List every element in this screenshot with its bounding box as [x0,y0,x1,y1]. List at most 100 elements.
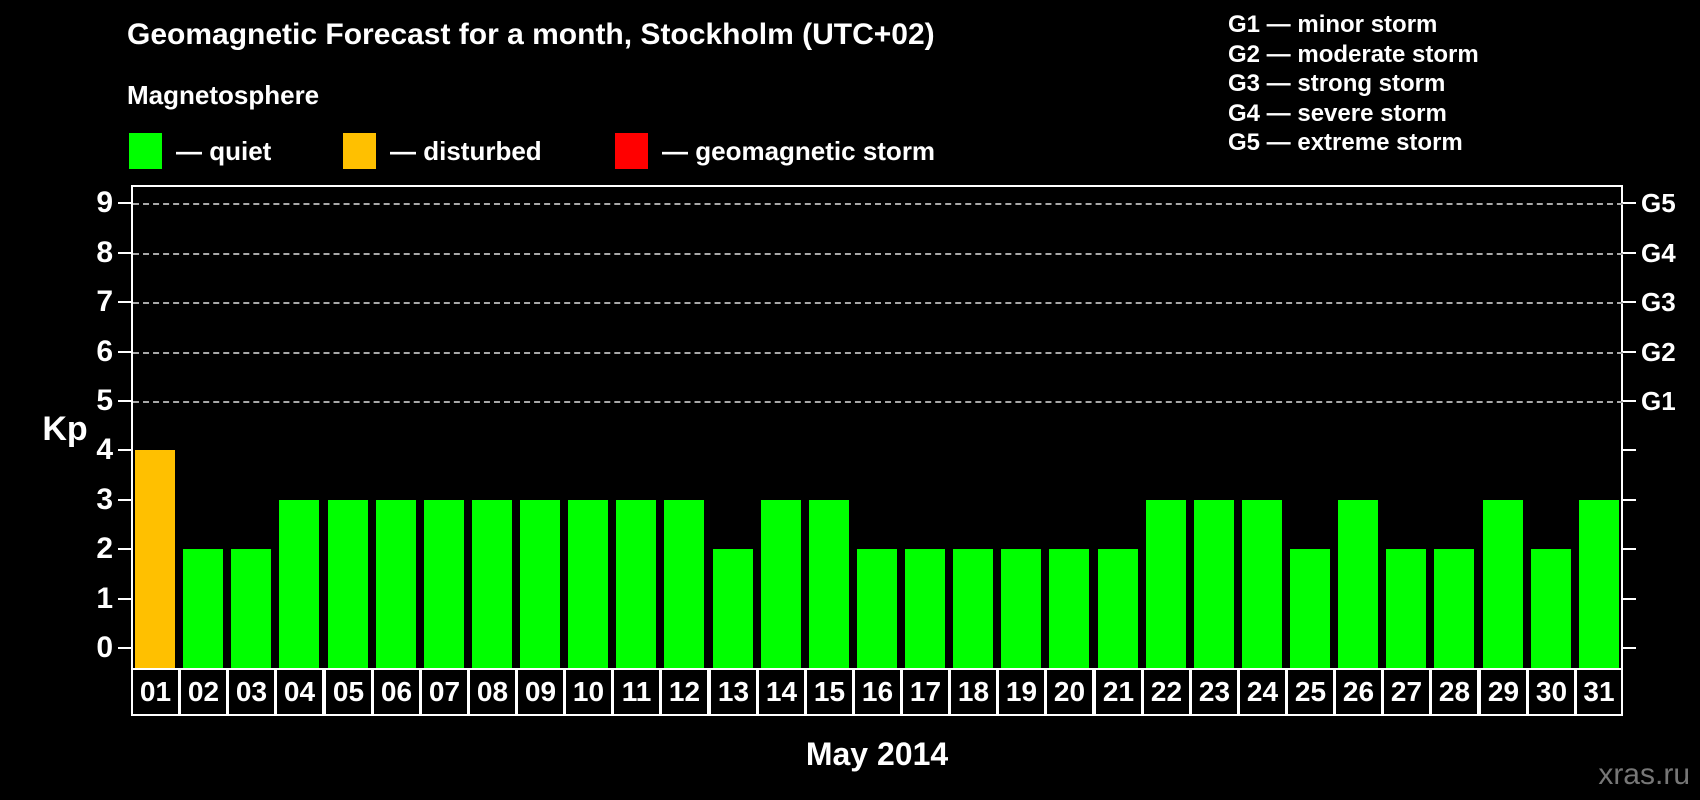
right-axis-label-g3: G3 [1641,287,1676,318]
y-axis-tick-label: 9 [96,186,113,220]
gridline-kp6 [133,351,1623,354]
y-axis-tick-left [118,301,131,304]
g-scale-legend-line: G4 — severe storm [1228,99,1447,127]
day-label-cell: 26 [1334,668,1383,716]
bar-day-18 [953,549,993,668]
g-scale-legend-line: G1 — minor storm [1228,11,1438,38]
day-label-cell: 07 [420,668,469,716]
day-label-cell: 11 [612,668,661,716]
y-axis-tick-label: 2 [96,532,113,566]
bar-day-11 [616,500,656,668]
legend-item-label: — geomagnetic storm [662,135,936,166]
y-axis-tick-label: 6 [96,334,113,368]
day-label-cell: 31 [1575,668,1623,716]
watermark: xras.ru [1598,758,1690,791]
bar-day-03 [231,549,271,668]
y-axis-tick-left [118,202,131,205]
y-axis-tick-right [1623,350,1636,353]
day-label-cell: 14 [757,668,806,716]
chart-title: Geomagnetic Forecast for a month, Stockh… [127,18,935,51]
bar-day-14 [761,500,801,668]
y-axis-tick-label: 0 [96,631,113,664]
y-axis-tick-label: 1 [96,581,113,615]
bar-day-01 [135,450,175,668]
bar-day-17 [905,549,945,668]
y-axis-tick-right [1623,597,1636,600]
bar-day-22 [1146,500,1186,668]
day-label-cell: 21 [1094,668,1143,716]
bar-day-26 [1338,500,1378,668]
day-label-cell: 08 [468,668,517,716]
storm-swatch-icon [615,133,648,169]
day-label-cell: 25 [1286,668,1335,716]
day-label-cell: 29 [1479,668,1528,716]
day-label-cell: 30 [1527,668,1576,716]
day-label-cell: 13 [709,668,758,716]
y-axis-tick-right [1623,400,1636,402]
gridline-kp7 [133,302,1623,305]
y-axis-tick-label: 4 [96,433,113,467]
y-axis-tick-left [118,350,131,353]
y-axis-tick-left [118,449,131,452]
day-label-cell: 03 [227,668,276,716]
bar-day-23 [1194,500,1234,668]
bar-day-02 [183,549,223,668]
disturbed-swatch-icon [343,133,376,169]
day-label-cell: 19 [997,668,1046,716]
y-axis-tick-left [118,647,131,649]
bar-day-21 [1098,549,1138,668]
right-axis-label-g2: G2 [1641,336,1676,367]
day-label-cell: 22 [1142,668,1191,716]
day-label-cell: 23 [1190,668,1239,716]
bar-day-19 [1001,549,1041,668]
day-label-cell: 15 [805,668,854,716]
g-scale-legend: G1 — minor storm G2 — moderate storm G3 — … [1228,10,1479,158]
bar-day-27 [1386,549,1426,668]
gridline-kp8 [133,252,1623,255]
legend-heading: Magnetosphere [127,80,320,110]
bar-day-25 [1290,549,1330,668]
day-label-cell: 10 [564,668,613,716]
day-label-cell: 01 [131,668,180,716]
y-axis-tick-right [1623,498,1636,501]
day-label-cell: 18 [949,668,998,716]
day-label-cell: 17 [901,668,950,716]
legend-item-quiet: — quiet [129,131,271,171]
bar-day-28 [1434,549,1474,668]
day-label-cell: 02 [179,668,228,716]
bar-day-16 [857,549,897,668]
g-scale-legend-line: G5 — extreme storm [1228,129,1463,157]
day-label-cell: 27 [1382,668,1431,716]
y-axis-tick-left [118,548,131,551]
day-label-cell: 09 [516,668,565,716]
y-axis-tick-label: 8 [96,235,113,269]
right-axis-label-g5: G5 [1641,188,1676,219]
y-axis-tick-left [118,597,131,600]
gridline-kp5 [133,401,1623,403]
y-axis-tick-right [1623,449,1636,452]
legend-item-disturbed: — disturbed [343,131,542,171]
bar-day-24 [1242,500,1282,668]
y-axis-tick-label: 7 [96,285,113,319]
day-label-cell: 12 [660,668,709,716]
day-label-cell: 04 [275,668,324,716]
legend-item-label: — quiet [176,135,272,166]
bar-day-29 [1483,500,1523,668]
y-axis-tick-right [1623,301,1636,304]
bar-day-08 [472,500,512,668]
g-scale-legend-line: G2 — moderate storm [1228,40,1479,68]
x-axis-title: May 2014 [805,736,949,772]
y-axis-tick-right [1623,548,1636,551]
y-axis-title: Kp [42,410,88,448]
day-label-cell: 20 [1045,668,1094,716]
y-axis-tick-left [118,251,131,254]
bar-day-15 [809,500,849,668]
bar-day-30 [1531,549,1571,668]
bar-day-10 [568,500,608,668]
day-label-cell: 05 [324,668,373,716]
y-axis-tick-label: 5 [96,384,113,417]
right-axis-label-g1: G1 [1641,386,1676,416]
y-axis-tick-label: 3 [96,482,113,516]
bar-day-05 [328,500,368,668]
